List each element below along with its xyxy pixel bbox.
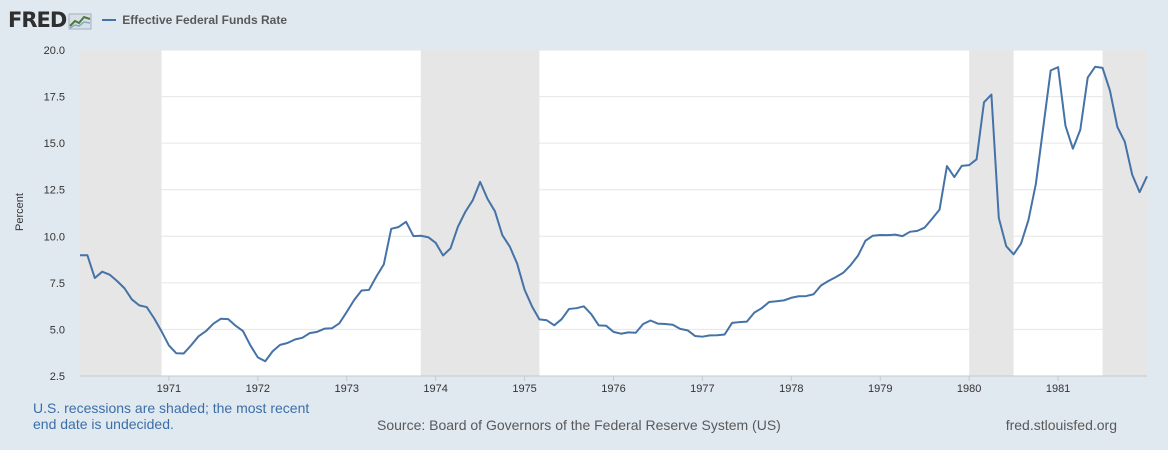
x-tick-label: 1974 (423, 383, 447, 395)
recession-band-2 (420, 50, 540, 376)
fred-logo[interactable]: FRED (8, 8, 92, 32)
line-graph-icon (68, 13, 92, 30)
x-tick-label: 1979 (868, 383, 892, 395)
y-tick-label: 5.0 (50, 324, 65, 336)
x-tick-label: 1971 (157, 383, 181, 395)
legend-label: Effective Federal Funds Rate (122, 13, 288, 27)
x-axis-ticks: 1971 1972 1973 1974 1975 1976 1977 1978 1979 1980… (80, 375, 1147, 395)
x-tick-label: 1980 (957, 383, 981, 395)
y-tick-label: 2.5 (50, 371, 65, 383)
y-axis-label: Percent (14, 193, 26, 231)
y-axis-tick-labels: 2.5 5.0 7.5 10.0 12.5 15.0 17.5 20.0 (44, 45, 65, 383)
y-tick-label: 7.5 (50, 278, 65, 290)
fred-logo-text: FRED (8, 8, 67, 32)
fred-url-link[interactable]: fred.stlouisfed.org (1005, 417, 1117, 433)
y-tick-label: 15.0 (44, 138, 65, 150)
recession-band-1 (80, 50, 162, 376)
x-tick-label: 1975 (512, 383, 536, 395)
x-tick-label: 1981 (1046, 383, 1070, 395)
series-line-effective-federal-funds-rate (80, 65, 1148, 363)
y-gridlines (80, 49, 1147, 377)
recession-note: U.S. recessions are shaded; the most rec… (33, 400, 310, 432)
recession-bands (80, 50, 1147, 376)
x-tick-label: 1973 (335, 383, 359, 395)
x-tick-label: 1977 (690, 383, 714, 395)
x-tick-label: 1978 (779, 383, 803, 395)
recession-band-4 (1102, 50, 1147, 376)
y-tick-label: 12.5 (44, 185, 65, 197)
x-tick-label: 1976 (601, 383, 625, 395)
y-tick-label: 17.5 (44, 92, 65, 104)
y-tick-label: 10.0 (44, 231, 65, 243)
chart-header: FRED Effective Federal Funds Rate (8, 6, 287, 34)
source-text: Source: Board of Governors of the Federa… (377, 417, 781, 433)
x-tick-label: 1972 (246, 383, 270, 395)
legend-line-swatch (102, 19, 117, 21)
y-tick-label: 20.0 (44, 45, 65, 57)
chart-legend[interactable]: Effective Federal Funds Rate (102, 13, 287, 27)
